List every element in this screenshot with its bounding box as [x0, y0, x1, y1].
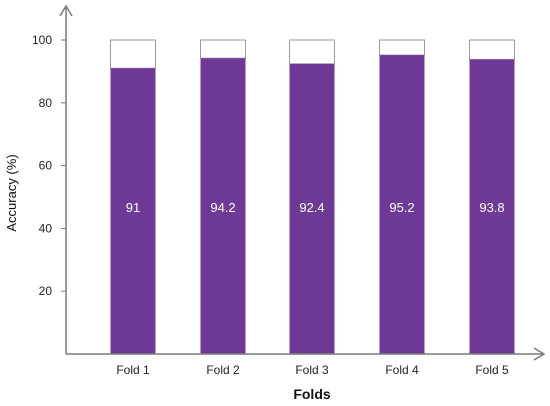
bar-3 [289, 63, 335, 354]
y-tick-label-40: 40 [39, 221, 53, 235]
y-tick-label-100: 100 [32, 33, 52, 47]
bar-remainder-5 [469, 39, 515, 60]
bar-4 [379, 55, 425, 355]
y-tick-label-80: 80 [39, 96, 53, 110]
axes-layer [59, 4, 546, 361]
bar-remainder-4 [379, 39, 425, 56]
data-label-4: 95.2 [389, 200, 414, 215]
x-axis-title: Folds [293, 386, 331, 402]
labels-layer: 91 Fold 1 94.2 Fold 2 92.4 Fold 3 95.2 Fold 4 93… [32, 33, 509, 377]
bar-5 [469, 59, 515, 355]
bar-2 [200, 58, 246, 354]
x-tick-label-3: Fold 3 [295, 363, 329, 377]
x-axis-arrow-icon [533, 347, 546, 361]
bar-1 [110, 68, 156, 354]
x-tick-label-1: Fold 1 [116, 363, 150, 377]
bar-remainder-1 [110, 39, 156, 69]
y-axis-arrow-icon [59, 4, 73, 17]
y-tick-label-20: 20 [39, 284, 53, 298]
x-tick-label-4: Fold 4 [385, 363, 419, 377]
x-tick-label-5: Fold 5 [475, 363, 509, 377]
bar-remainder-3 [289, 39, 335, 65]
data-label-2: 94.2 [210, 200, 235, 215]
data-label-1: 91 [126, 200, 140, 215]
y-tick-label-60: 60 [39, 159, 53, 173]
bars-layer [110, 39, 515, 355]
bar-remainder-2 [200, 39, 246, 59]
data-label-3: 92.4 [299, 200, 324, 215]
data-label-5: 93.8 [479, 200, 504, 215]
x-tick-label-2: Fold 2 [206, 363, 240, 377]
y-axis-title: Accuracy (%) [4, 154, 19, 231]
